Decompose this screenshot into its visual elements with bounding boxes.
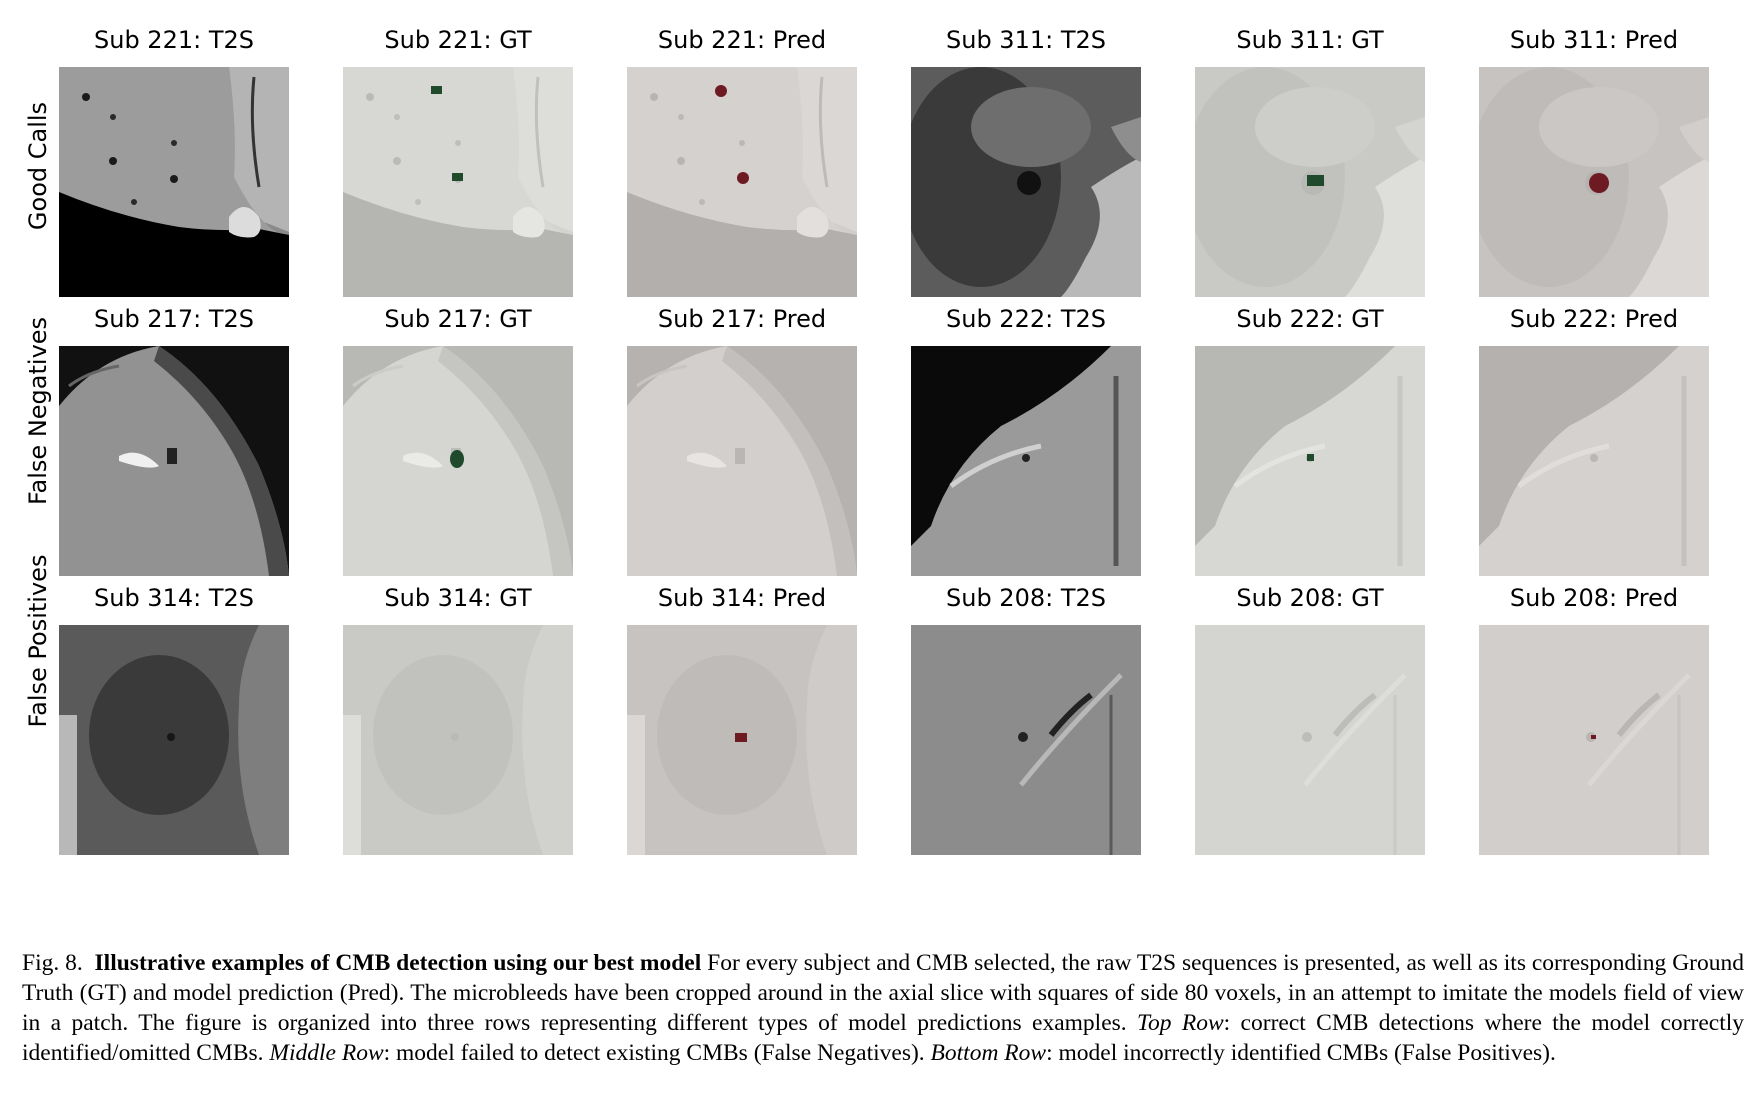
scan-panel: Sub 314: T2S [59,584,289,855]
panel-title: Sub 217: T2S [94,305,254,333]
caption-middle-row-label: Middle Row [269,1040,384,1066]
panel-title: Sub 222: GT [1236,305,1384,333]
scan-panel: Sub 221: T2S [59,26,289,297]
panel-title: Sub 314: GT [384,584,532,612]
panel-title: Sub 208: T2S [946,584,1106,612]
scan-panel: Sub 208: GT [1195,584,1425,855]
caption-middle-row-text: : model failed to detect existing CMBs (… [383,1040,931,1066]
panel-title: Sub 217: GT [384,305,532,333]
panel-title: Sub 221: Pred [657,26,827,54]
panel-title: Sub 208: GT [1236,584,1384,612]
panel-title: Sub 311: Pred [1509,26,1679,54]
panel-title: Sub 222: T2S [946,305,1106,333]
scan-panel: Sub 314: GT [343,584,573,855]
prediction-image [627,346,857,576]
ground-truth-image [1195,67,1425,297]
panel-title: Sub 221: T2S [94,26,254,54]
prediction-image [1479,346,1709,576]
ground-truth-image [343,346,573,576]
prediction-image [627,625,857,855]
panel-title: Sub 314: Pred [657,584,827,612]
caption-title: Illustrative examples of CMB detection u… [94,950,702,976]
scan-panel: Sub 222: T2S [911,305,1141,576]
prediction-image [1479,67,1709,297]
t2s-scan-image [59,346,289,576]
scan-panel: Sub 217: Pred [627,305,857,576]
panel-title: Sub 217: Pred [657,305,827,333]
scan-panel: Sub 208: Pred [1479,584,1709,855]
t2s-scan-image [911,67,1141,297]
panel-title: Sub 221: GT [384,26,532,54]
ground-truth-image [343,625,573,855]
ground-truth-image [1195,625,1425,855]
scan-panel: Sub 222: GT [1195,305,1425,576]
caption-top-row-label: Top Row [1137,1010,1224,1036]
panel-title: Sub 208: Pred [1509,584,1679,612]
panel-title: Sub 311: GT [1236,26,1384,54]
scan-panel: Sub 222: Pred [1479,305,1709,576]
ground-truth-image [343,67,573,297]
prediction-image [1479,625,1709,855]
figure-caption: Fig. 8. Illustrative examples of CMB det… [22,948,1744,1068]
t2s-scan-image [911,625,1141,855]
scan-panel: Sub 221: GT [343,26,573,297]
figure-grid: Good Calls False Negatives False Positiv… [24,26,1709,855]
caption-text: For every subject and CMB selected, the … [22,950,1744,1036]
t2s-scan-image [59,67,289,297]
scan-panel: Sub 311: GT [1195,26,1425,297]
caption-bottom-row-text: : model incorrectly identified CMBs (Fal… [1046,1040,1556,1066]
caption-fig-label: Fig. 8. [22,950,83,976]
t2s-scan-image [59,625,289,855]
scan-panel: Sub 311: T2S [911,26,1141,297]
scan-panel: Sub 217: GT [343,305,573,576]
scan-panel: Sub 314: Pred [627,584,857,855]
scan-panel: Sub 208: T2S [911,584,1141,855]
scan-panel: Sub 217: T2S [59,305,289,576]
t2s-scan-image [911,346,1141,576]
ground-truth-image [1195,346,1425,576]
caption-top-row-text: : correct CMB detections where the model… [22,1010,1745,1066]
scan-panel: Sub 221: Pred [627,26,857,297]
scan-panel: Sub 311: Pred [1479,26,1709,297]
panel-title: Sub 314: T2S [94,584,254,612]
panel-title: Sub 222: Pred [1509,305,1679,333]
caption-bottom-row-label: Bottom Row [930,1040,1047,1066]
panel-title: Sub 311: T2S [946,26,1106,54]
prediction-image [627,67,857,297]
